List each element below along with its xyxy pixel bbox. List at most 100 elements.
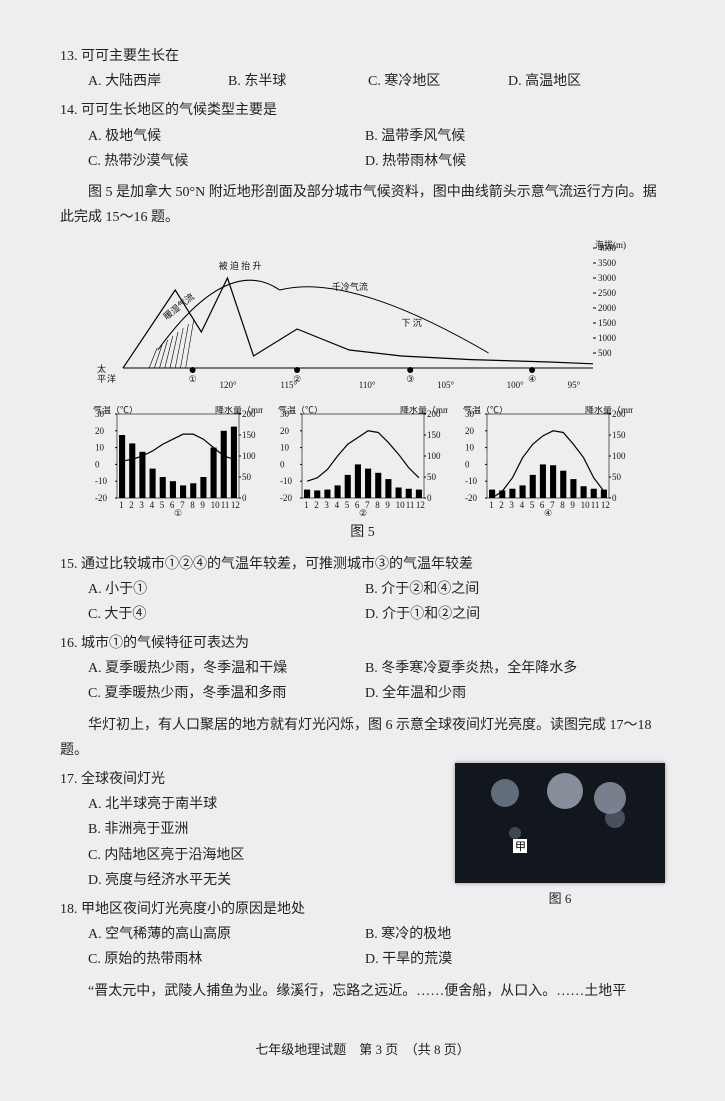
svg-text:20: 20 bbox=[280, 425, 290, 435]
svg-text:④: ④ bbox=[528, 374, 536, 384]
q13-opt-a: A. 大陆西岸 bbox=[88, 69, 218, 94]
q18-options: A. 空气稀薄的高山高原 B. 寒冷的极地 C. 原始的热带雨林 D. 干旱的荒… bbox=[88, 922, 665, 972]
svg-text:太: 太 bbox=[97, 363, 106, 374]
svg-text:11: 11 bbox=[590, 500, 599, 510]
svg-text:8: 8 bbox=[560, 500, 565, 510]
svg-text:150: 150 bbox=[242, 430, 256, 440]
svg-text:①: ① bbox=[188, 374, 196, 384]
svg-text:④: ④ bbox=[544, 508, 552, 516]
svg-text:100: 100 bbox=[427, 451, 441, 461]
climate-chart-set: -20-100102030050100150200气温（℃）降水量（mm）123… bbox=[93, 406, 633, 516]
svg-text:95°: 95° bbox=[567, 380, 580, 390]
q15-options: A. 小于① B. 介于②和④之间 C. 大于④ D. 介于①和②之间 bbox=[88, 577, 665, 627]
svg-text:5: 5 bbox=[529, 500, 534, 510]
svg-text:9: 9 bbox=[200, 500, 205, 510]
svg-text:洋: 洋 bbox=[107, 373, 116, 384]
svg-text:9: 9 bbox=[570, 500, 575, 510]
svg-text:2500: 2500 bbox=[598, 288, 617, 298]
q16-opt-c: C. 夏季暖热少雨，冬季温和多雨 bbox=[88, 681, 365, 706]
svg-text:气温（℃）: 气温（℃） bbox=[278, 406, 323, 415]
q14-opt-a: A. 极地气候 bbox=[88, 124, 365, 149]
question-15: 15. 通过比较城市①②④的气温年较差，可推测城市③的气温年较差 A. 小于① … bbox=[60, 552, 665, 628]
svg-text:②: ② bbox=[359, 508, 367, 516]
svg-text:4: 4 bbox=[149, 500, 154, 510]
svg-text:0: 0 bbox=[280, 459, 285, 469]
svg-text:-10: -10 bbox=[465, 476, 477, 486]
svg-text:1: 1 bbox=[489, 500, 494, 510]
svg-text:4: 4 bbox=[519, 500, 524, 510]
q16-opt-d: D. 全年温和少雨 bbox=[365, 681, 642, 706]
svg-text:5: 5 bbox=[344, 500, 349, 510]
svg-text:-10: -10 bbox=[280, 476, 292, 486]
q13-stem: 13. 可可主要生长在 bbox=[60, 44, 665, 69]
svg-text:9: 9 bbox=[385, 500, 390, 510]
svg-text:8: 8 bbox=[190, 500, 195, 510]
q14-opt-c: C. 热带沙漠气候 bbox=[88, 149, 365, 174]
climate-chart-4: -20-100102030050100150200气温（℃）降水量（mm）123… bbox=[463, 406, 633, 516]
q15-opt-d: D. 介于①和②之间 bbox=[365, 602, 642, 627]
q15-opt-b: B. 介于②和④之间 bbox=[365, 577, 642, 602]
svg-text:50: 50 bbox=[427, 472, 437, 482]
svg-text:1: 1 bbox=[119, 500, 124, 510]
svg-text:12: 12 bbox=[415, 500, 424, 510]
svg-text:120°: 120° bbox=[219, 380, 237, 390]
svg-text:5: 5 bbox=[159, 500, 164, 510]
figure-5-caption: 图 5 bbox=[60, 520, 665, 545]
svg-text:10: 10 bbox=[465, 442, 475, 452]
question-13: 13. 可可主要生长在 A. 大陆西岸 B. 东半球 C. 寒冷地区 D. 高温… bbox=[60, 44, 665, 94]
svg-text:150: 150 bbox=[612, 430, 626, 440]
svg-text:③: ③ bbox=[406, 374, 414, 384]
climate-chart-1: -20-100102030050100150200气温（℃）降水量（mm）123… bbox=[93, 406, 263, 516]
svg-text:降水量（mm）: 降水量（mm） bbox=[215, 406, 263, 415]
svg-text:0: 0 bbox=[612, 493, 617, 503]
svg-text:2: 2 bbox=[314, 500, 319, 510]
q15-stem: 15. 通过比较城市①②④的气温年较差，可推测城市③的气温年较差 bbox=[60, 552, 665, 577]
q13-opt-c: C. 寒冷地区 bbox=[368, 69, 498, 94]
climate-chart-2: -20-100102030050100150200气温（℃）降水量（mm）123… bbox=[278, 406, 448, 516]
svg-text:10: 10 bbox=[280, 442, 290, 452]
svg-text:1: 1 bbox=[304, 500, 309, 510]
svg-text:气温（℃）: 气温（℃） bbox=[463, 406, 508, 415]
svg-text:100: 100 bbox=[242, 451, 256, 461]
q18-opt-a: A. 空气稀薄的高山高原 bbox=[88, 922, 365, 947]
q16-options: A. 夏季暖热少雨，冬季温和干燥 B. 冬季寒冷夏季炎热，全年降水多 C. 夏季… bbox=[88, 656, 665, 706]
passage-fig5: 图 5 是加拿大 50°N 附近地形剖面及部分城市气候资料，图中曲线箭头示意气流… bbox=[60, 180, 665, 230]
q14-opt-d: D. 热带雨林气候 bbox=[365, 149, 642, 174]
svg-text:50: 50 bbox=[242, 472, 252, 482]
svg-text:20: 20 bbox=[95, 425, 105, 435]
svg-text:100: 100 bbox=[612, 451, 626, 461]
q18-opt-b: B. 寒冷的极地 bbox=[365, 922, 642, 947]
svg-text:10: 10 bbox=[395, 500, 405, 510]
q18-opt-c: C. 原始的热带雨林 bbox=[88, 947, 365, 972]
q18-opt-d: D. 干旱的荒漠 bbox=[365, 947, 642, 972]
q14-stem: 14. 可可生长地区的气候类型主要是 bbox=[60, 98, 665, 123]
svg-text:0: 0 bbox=[465, 459, 470, 469]
figure-5: 5001000150020002500300035004000海拔(m)①②③④… bbox=[93, 240, 633, 510]
svg-text:105°: 105° bbox=[437, 380, 455, 390]
q14-options: A. 极地气候 B. 温带季风气候 C. 热带沙漠气候 D. 热带雨林气候 bbox=[88, 124, 665, 174]
svg-text:3500: 3500 bbox=[598, 258, 617, 268]
svg-text:10: 10 bbox=[210, 500, 220, 510]
svg-text:1500: 1500 bbox=[598, 318, 617, 328]
q14-opt-b: B. 温带季风气候 bbox=[365, 124, 642, 149]
terrain-profile-chart: 5001000150020002500300035004000海拔(m)①②③④… bbox=[93, 240, 633, 390]
svg-text:3: 3 bbox=[509, 500, 514, 510]
q15-opt-a: A. 小于① bbox=[88, 577, 365, 602]
map-marker-label: 甲 bbox=[515, 841, 526, 853]
svg-text:气温（℃）: 气温（℃） bbox=[93, 406, 138, 415]
svg-text:千冷气流: 千冷气流 bbox=[331, 281, 367, 292]
quote-taohuayuan: “晋太元中，武陵人捕鱼为业。缘溪行，忘路之远近。……便舍船，从口入。……土地平 bbox=[60, 979, 665, 1004]
svg-text:2: 2 bbox=[499, 500, 504, 510]
night-lights-map: 甲 bbox=[455, 763, 665, 883]
svg-text:3: 3 bbox=[139, 500, 144, 510]
svg-text:0: 0 bbox=[95, 459, 100, 469]
svg-text:150: 150 bbox=[427, 430, 441, 440]
svg-text:50: 50 bbox=[612, 472, 622, 482]
svg-text:20: 20 bbox=[465, 425, 475, 435]
svg-text:10: 10 bbox=[580, 500, 590, 510]
q13-options: A. 大陆西岸 B. 东半球 C. 寒冷地区 D. 高温地区 bbox=[88, 69, 665, 94]
svg-text:-20: -20 bbox=[95, 493, 107, 503]
svg-text:100°: 100° bbox=[506, 380, 523, 390]
svg-text:8: 8 bbox=[375, 500, 380, 510]
figure-6: 甲 图 6 bbox=[455, 763, 665, 910]
